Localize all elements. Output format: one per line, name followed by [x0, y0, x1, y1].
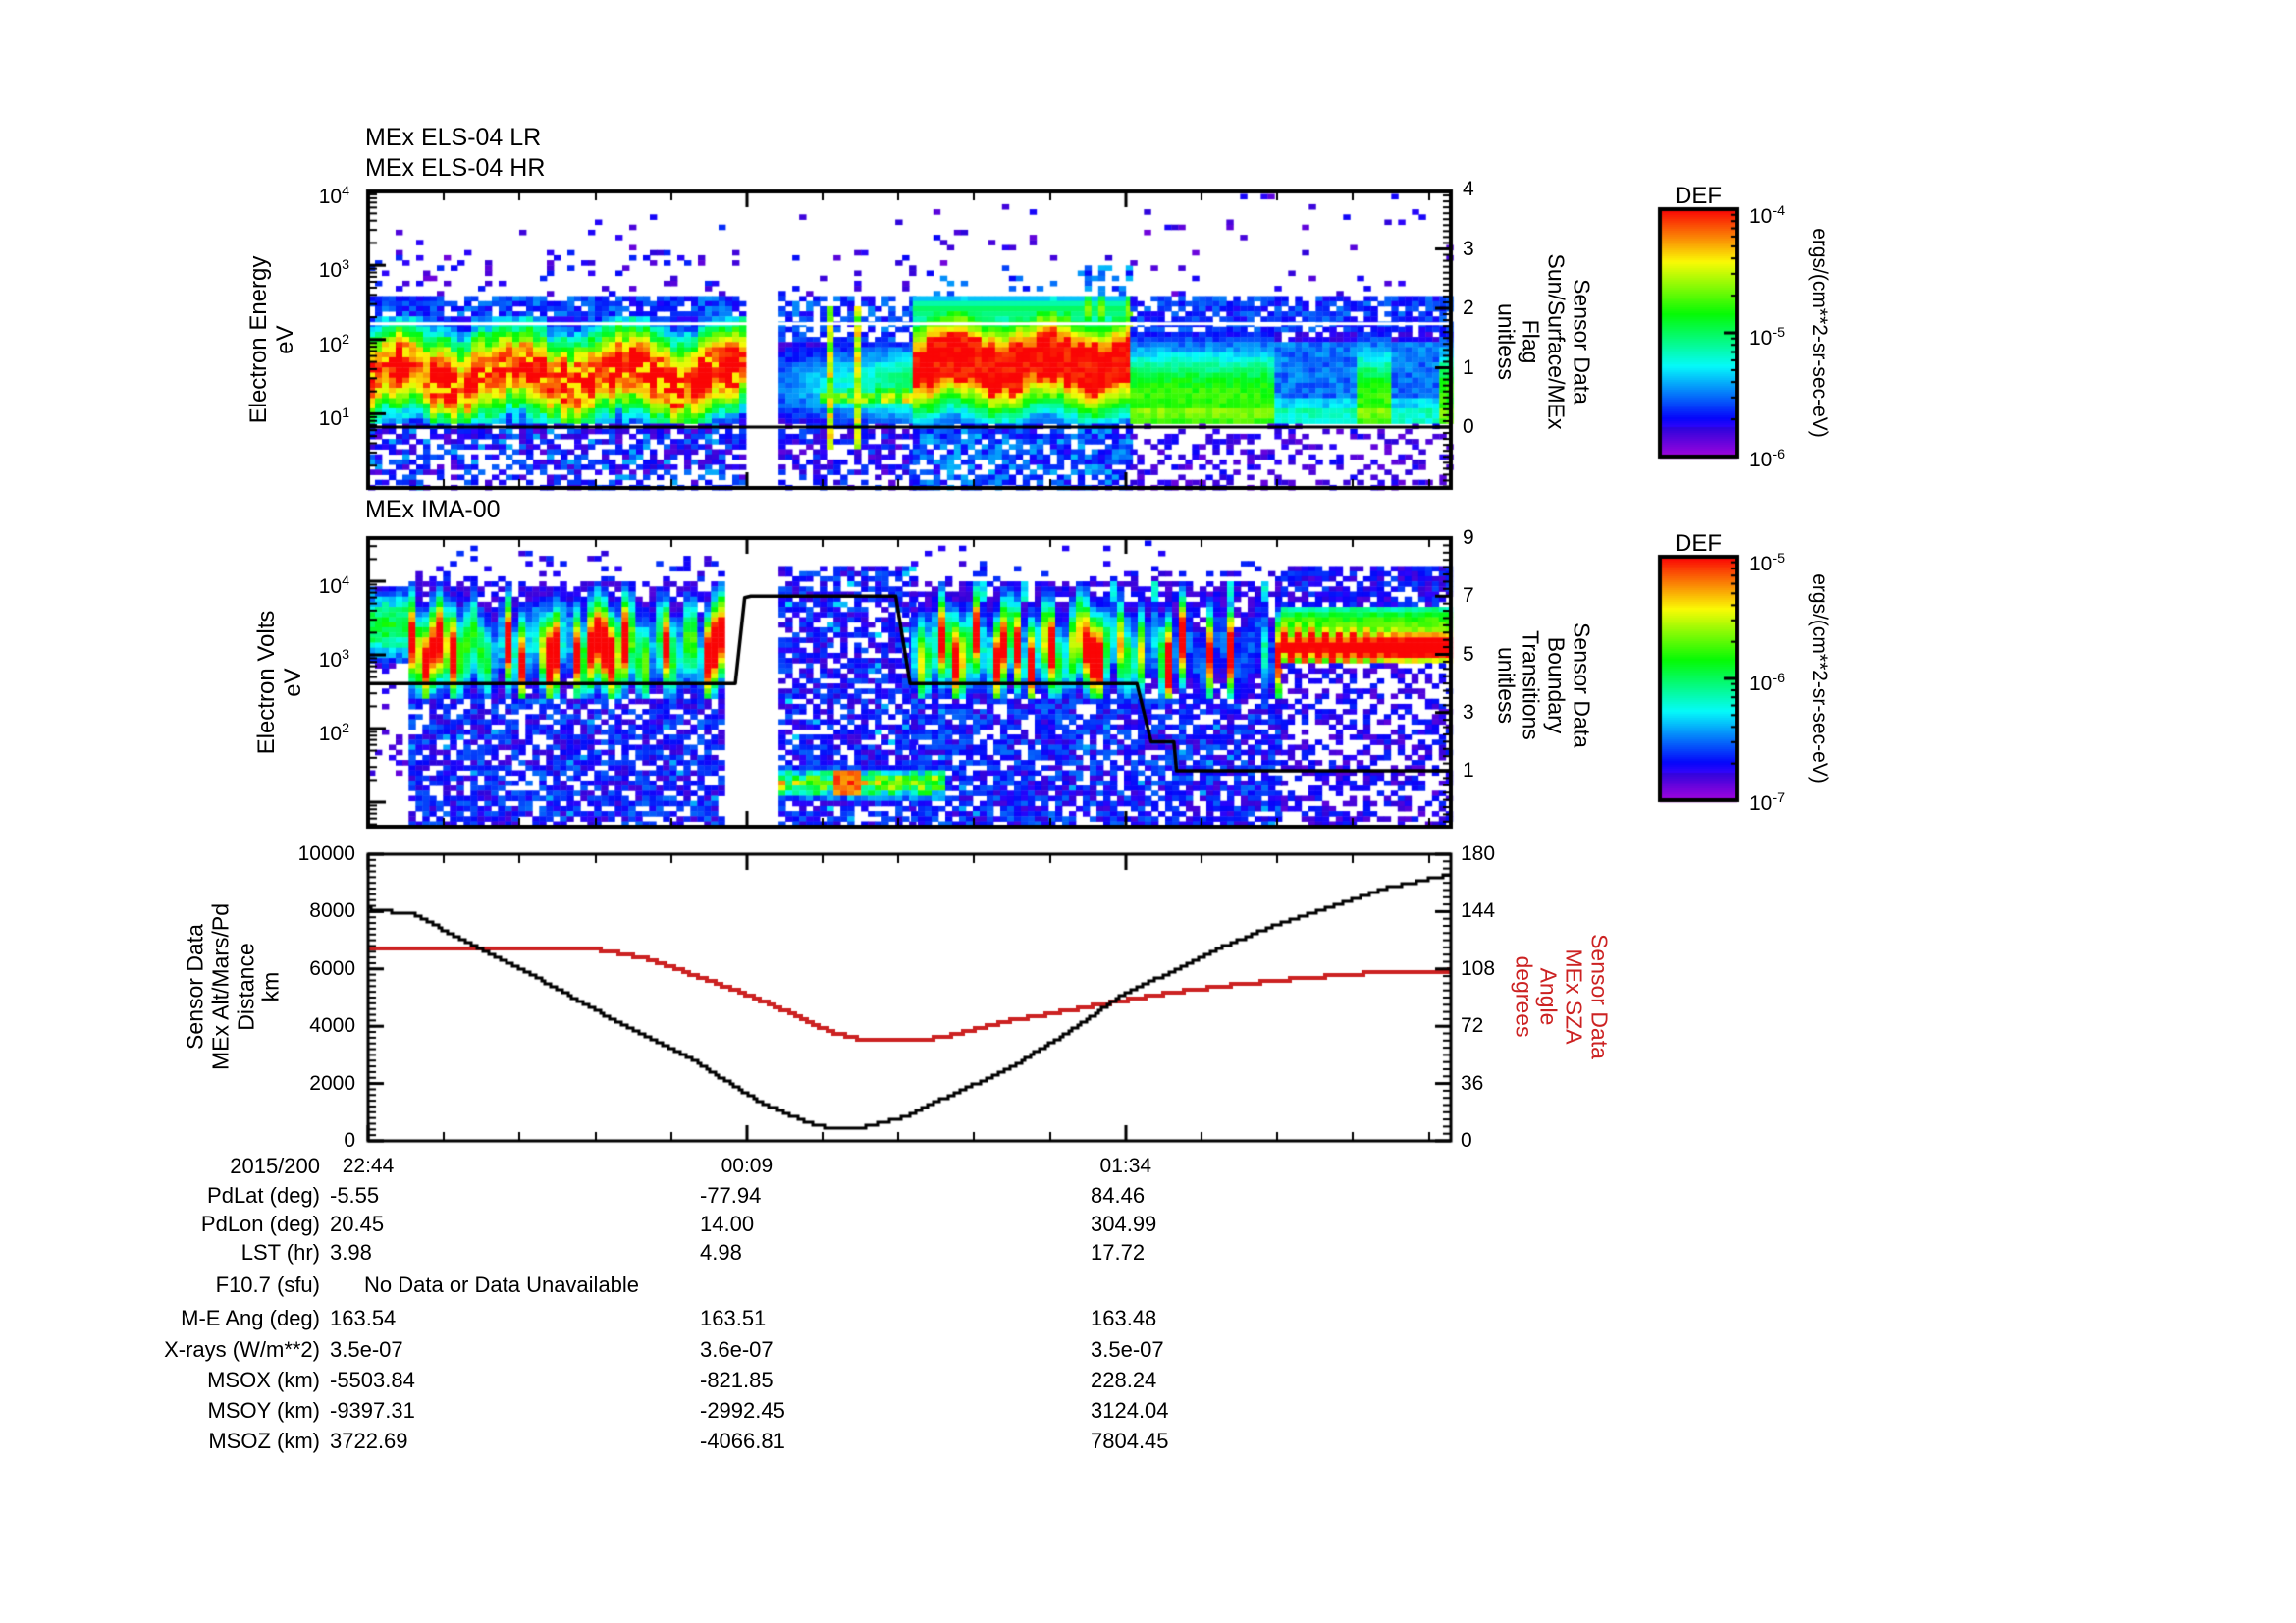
ima-y-tick-label: 103: [318, 647, 349, 672]
table-cell-value: 84.46: [1091, 1183, 1146, 1208]
table-cell-value: 228.24: [1091, 1368, 1157, 1392]
table-row-label: MSOY (km): [207, 1398, 320, 1423]
bottom-right-axis-label: Sensor Data MEx SZA Angle degrees: [1511, 934, 1613, 1059]
colorbar1-tick-label: 10-6: [1749, 447, 1786, 471]
table-row-label: MSOZ (km): [208, 1429, 320, 1453]
table-cell-value: -77.94: [700, 1183, 762, 1208]
table-cell-value: 163.48: [1091, 1306, 1157, 1330]
table-cell-value: 304.99: [1091, 1212, 1157, 1236]
sza-tick-label: 0: [1461, 1129, 1472, 1152]
table-row-label: M-E Ang (deg): [181, 1306, 320, 1330]
table-row-label: MSOX (km): [207, 1368, 320, 1392]
sza-tick-label: 180: [1461, 842, 1496, 865]
els-flag-tick-label: 4: [1463, 178, 1474, 200]
table-row-label: LST (hr): [240, 1240, 320, 1265]
els-y-tick-label: 104: [318, 183, 349, 208]
table-cell-value: 20.45: [330, 1212, 385, 1236]
colorbar2-unit-label: ergs/(cm**2-sr-sec-eV): [1807, 573, 1831, 784]
els-flag-tick-label: 2: [1463, 297, 1474, 319]
ima-boundary-tick-label: 3: [1463, 700, 1474, 724]
date-label: 2015/200: [230, 1154, 320, 1178]
els-title-line1: MEx ELS-04 LR: [365, 124, 542, 151]
distance-tick-label: 6000: [309, 956, 355, 980]
table-cell-value: 3722.69: [330, 1429, 408, 1453]
table-cell-value: 3.6e-07: [700, 1337, 774, 1362]
table-row-label: X-rays (W/m**2): [164, 1337, 320, 1362]
ima-title: MEx IMA-00: [365, 496, 501, 523]
table-cell-value: -5.55: [330, 1183, 380, 1208]
ima-boundary-tick-label: 1: [1463, 759, 1474, 782]
colorbar1-unit-label: ergs/(cm**2-sr-sec-eV): [1807, 228, 1831, 438]
colorbar1-tick-label: 10-4: [1749, 203, 1786, 228]
table-cell-value: 3.5e-07: [1091, 1337, 1164, 1362]
distance-tick-label: 0: [344, 1129, 355, 1152]
distance-tick-label: 4000: [309, 1014, 355, 1038]
table-row-label: F10.7 (sfu): [215, 1272, 320, 1297]
ima-boundary-tick-label: 9: [1463, 526, 1474, 549]
colorbar2-tick-label: 10-5: [1749, 551, 1786, 575]
table-cell-value: -4066.81: [700, 1429, 785, 1453]
els-y-tick-label: 102: [318, 331, 349, 356]
table-row-label: PdLon (deg): [200, 1212, 320, 1236]
els-y-tick-label: 101: [318, 406, 349, 431]
table-cell-value: 163.54: [330, 1306, 397, 1330]
els-flag-tick-label: 1: [1463, 355, 1474, 379]
table-cell-value: 14.00: [700, 1212, 755, 1236]
distance-tick-label: 8000: [309, 899, 355, 923]
table-row-note: No Data or Data Unavailable: [364, 1272, 640, 1297]
colorbar1-title: DEF: [1675, 183, 1722, 209]
ima-y-tick-label: 102: [318, 721, 349, 745]
table-cell-value: -2992.45: [700, 1398, 785, 1423]
sza-tick-label: 144: [1461, 899, 1496, 923]
els-y-tick-label: 103: [318, 257, 349, 283]
ima-boundary-tick-label: 7: [1463, 584, 1474, 608]
x-tick-label: 00:09: [721, 1155, 774, 1177]
distance-tick-label: 10000: [297, 842, 355, 865]
table-cell-value: 7804.45: [1091, 1429, 1169, 1453]
colorbar2-tick-label: 10-7: [1749, 790, 1786, 815]
table-cell-value: 17.72: [1091, 1240, 1146, 1265]
table-cell-value: -9397.31: [330, 1398, 415, 1423]
sza-tick-label: 108: [1461, 956, 1496, 980]
x-tick-label: 22:44: [342, 1155, 395, 1177]
table-cell-value: 3.5e-07: [330, 1337, 403, 1362]
table-cell-value: 3124.04: [1091, 1398, 1169, 1423]
table-cell-value: 4.98: [700, 1240, 742, 1265]
els-title-line2: MEx ELS-04 HR: [365, 154, 546, 182]
table-cell-value: -5503.84: [330, 1368, 415, 1392]
els-flag-tick-label: 3: [1463, 237, 1474, 260]
table-cell-value: 163.51: [700, 1306, 767, 1330]
ima-boundary-tick-label: 5: [1463, 642, 1474, 666]
colorbar2-title: DEF: [1675, 530, 1722, 557]
colorbar1-tick-label: 10-5: [1749, 325, 1786, 350]
table-cell-value: -821.85: [700, 1368, 774, 1392]
table-row-label: PdLat (deg): [207, 1183, 320, 1208]
x-tick-label: 01:34: [1099, 1155, 1152, 1177]
sza-tick-label: 72: [1461, 1014, 1484, 1038]
colorbar2-tick-label: 10-6: [1749, 671, 1786, 695]
els-flag-tick-label: 0: [1463, 415, 1474, 438]
distance-tick-label: 2000: [309, 1071, 355, 1095]
table-cell-value: 3.98: [330, 1240, 372, 1265]
sza-tick-label: 36: [1461, 1071, 1484, 1095]
ima-y-tick-label: 104: [318, 573, 349, 598]
